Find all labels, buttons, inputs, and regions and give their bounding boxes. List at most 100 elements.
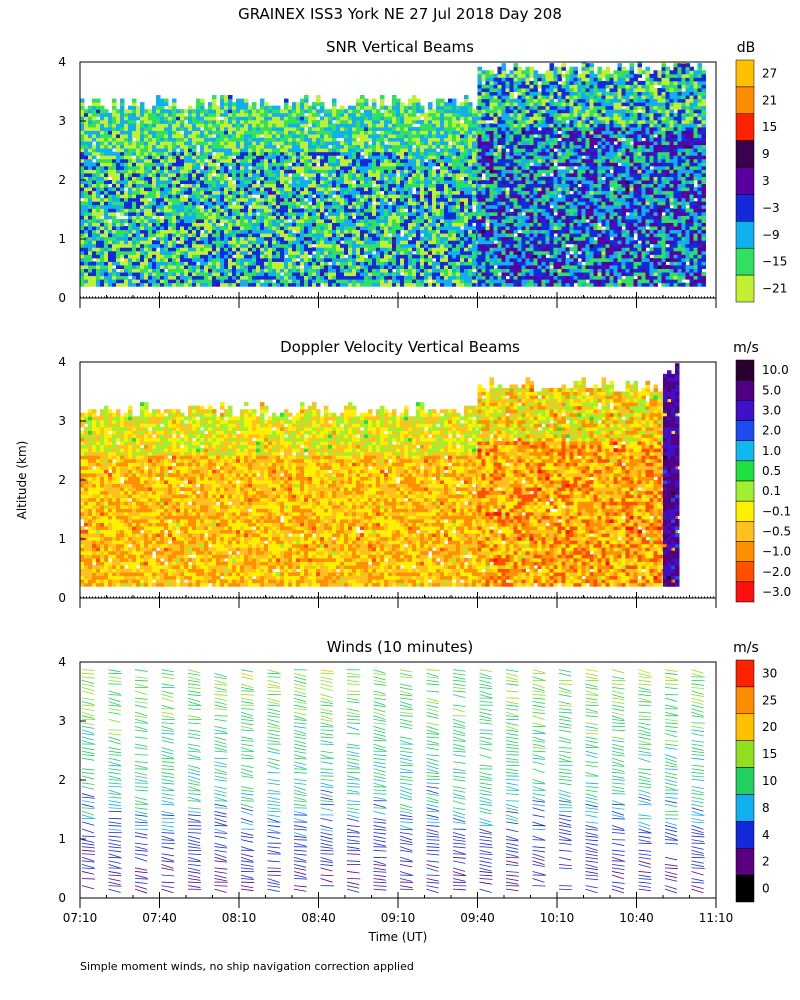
heat-cell bbox=[256, 233, 261, 238]
heat-cell bbox=[404, 204, 409, 209]
heat-cell bbox=[368, 158, 373, 163]
heat-cell bbox=[284, 137, 289, 142]
heat-cell bbox=[300, 165, 305, 170]
heat-cell bbox=[284, 109, 289, 114]
heat-cell bbox=[168, 172, 173, 177]
heat-cell bbox=[396, 151, 401, 156]
heat-cell bbox=[172, 116, 177, 121]
heat-cell bbox=[276, 165, 281, 170]
heat-cell bbox=[384, 257, 389, 262]
heat-cell bbox=[156, 130, 161, 135]
heat-cell bbox=[464, 233, 469, 238]
heat-cell bbox=[188, 218, 193, 223]
heat-cell bbox=[232, 172, 237, 177]
heat-cell bbox=[236, 275, 241, 280]
heat-cell bbox=[208, 247, 213, 252]
heat-cell bbox=[244, 204, 249, 209]
heat-cell bbox=[368, 264, 373, 269]
heat-cell bbox=[312, 187, 317, 192]
heat-cell bbox=[472, 116, 477, 121]
heat-cell bbox=[356, 268, 361, 273]
heat-cell bbox=[448, 102, 453, 107]
heat-cell bbox=[368, 133, 373, 139]
heat-cell bbox=[228, 180, 233, 185]
heat-cell bbox=[428, 264, 433, 269]
heat-cell bbox=[244, 233, 249, 238]
heat-cell bbox=[212, 208, 217, 213]
heat-cell bbox=[176, 183, 181, 188]
heat-cell bbox=[256, 218, 261, 223]
heat-cell bbox=[236, 105, 241, 110]
heat-cell bbox=[208, 268, 213, 273]
heat-cell bbox=[188, 187, 193, 192]
heat-cell bbox=[268, 243, 273, 248]
heat-cell bbox=[84, 222, 89, 227]
heat-cell bbox=[292, 282, 297, 287]
heat-cell bbox=[172, 282, 177, 287]
heat-cell bbox=[172, 208, 177, 213]
heat-cell bbox=[292, 187, 297, 192]
heat-cell bbox=[192, 183, 197, 188]
heat-cell bbox=[328, 211, 333, 216]
heat-cell bbox=[340, 130, 345, 135]
heat-cell bbox=[308, 109, 313, 114]
heat-cell bbox=[296, 208, 301, 213]
heat-cell bbox=[136, 126, 141, 131]
heat-cell bbox=[320, 204, 325, 209]
heat-cell bbox=[432, 148, 437, 153]
heat-cell bbox=[372, 141, 377, 146]
heat-cell bbox=[208, 218, 213, 223]
heat-cell bbox=[172, 172, 177, 177]
heat-cell bbox=[284, 243, 289, 248]
heat-cell bbox=[260, 243, 265, 248]
heat-cell bbox=[160, 176, 165, 181]
heat-cell bbox=[420, 183, 425, 188]
heat-cell bbox=[180, 257, 185, 262]
heat-cell bbox=[240, 257, 245, 262]
heat-cell bbox=[452, 250, 457, 255]
heat-cell bbox=[384, 233, 389, 238]
heat-cell bbox=[440, 162, 445, 167]
heat-cell bbox=[388, 126, 393, 131]
heat-cell bbox=[384, 126, 389, 131]
heat-cell bbox=[188, 236, 193, 241]
heat-cell bbox=[148, 126, 153, 131]
heat-cell bbox=[440, 233, 445, 238]
heat-cell bbox=[316, 187, 321, 192]
heat-cell bbox=[312, 158, 317, 163]
heat-cell bbox=[288, 190, 293, 195]
heat-cell bbox=[452, 151, 457, 156]
heat-cell bbox=[424, 130, 429, 135]
heat-cell bbox=[180, 211, 185, 216]
heat-cell bbox=[304, 155, 309, 160]
heat-cell bbox=[328, 148, 333, 153]
heat-cell bbox=[96, 282, 101, 287]
heat-cell bbox=[452, 194, 457, 199]
heat-cell bbox=[248, 275, 253, 280]
heat-cell bbox=[328, 126, 333, 131]
heat-cell bbox=[376, 194, 381, 199]
heat-cell bbox=[264, 165, 269, 170]
heat-cell bbox=[236, 155, 241, 160]
heat-cell bbox=[160, 126, 165, 131]
heat-cell bbox=[308, 243, 313, 248]
heat-cell bbox=[332, 204, 337, 209]
heat-cell bbox=[280, 133, 285, 139]
heat-cell bbox=[444, 148, 449, 153]
heat-cell bbox=[388, 148, 393, 153]
heat-cell bbox=[424, 165, 429, 170]
heat-cell bbox=[400, 268, 405, 273]
heat-cell bbox=[440, 137, 445, 142]
heat-cell bbox=[364, 158, 369, 163]
heat-cell bbox=[392, 275, 397, 280]
heat-cell bbox=[360, 95, 365, 100]
heat-cell bbox=[312, 119, 317, 124]
heat-cell bbox=[368, 233, 373, 238]
heat-cell bbox=[132, 176, 137, 181]
heat-cell bbox=[256, 109, 261, 114]
heat-cell bbox=[180, 279, 185, 284]
heat-cell bbox=[308, 279, 313, 284]
heat-cell bbox=[260, 105, 265, 110]
heat-cell bbox=[280, 162, 285, 167]
heat-cell bbox=[388, 222, 393, 227]
